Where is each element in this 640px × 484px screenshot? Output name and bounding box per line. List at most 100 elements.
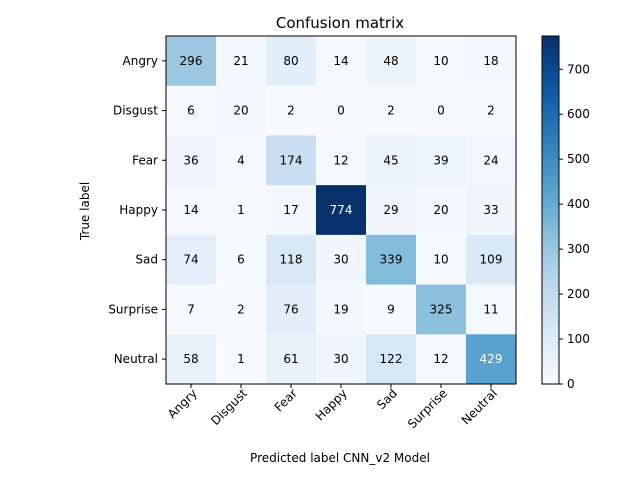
y-tick-label: Sad	[135, 253, 158, 267]
y-tick-label: Angry	[123, 54, 158, 68]
x-axis-label: Predicted label CNN_v2 Model	[250, 451, 430, 465]
colorbar-tick-label: 500	[567, 152, 590, 166]
heatmap-cell	[316, 85, 367, 136]
heatmap-cell	[266, 185, 317, 236]
heatmap-cell	[166, 334, 217, 385]
cell-value-label: 2	[387, 104, 395, 118]
heatmap-cell	[316, 234, 367, 286]
x-tick-label: Neutral	[459, 386, 500, 427]
y-tick-label: Happy	[119, 203, 158, 217]
cell-value-label: 10	[433, 253, 448, 267]
cell-value-label: 2	[237, 302, 245, 316]
cell-value-label: 20	[433, 203, 448, 217]
y-tick-label: Surprise	[108, 302, 158, 316]
cell-value-label: 774	[330, 203, 353, 217]
cell-value-label: 6	[187, 104, 195, 118]
cell-value-label: 2	[487, 104, 495, 118]
cell-value-label: 14	[333, 54, 348, 68]
heatmap-cell	[366, 135, 417, 186]
cell-value-label: 12	[433, 352, 448, 366]
heatmap-cell	[466, 85, 517, 136]
y-tick-label: Disgust	[113, 104, 158, 118]
heatmap-cell	[366, 284, 417, 335]
colorbar-tick-label: 100	[567, 332, 590, 346]
heatmap-cell	[316, 36, 367, 87]
cell-value-label: 80	[283, 54, 298, 68]
cell-value-label: 0	[337, 104, 345, 118]
x-axis-ticks: Angry Disgust Fear Happy Sad Surprise Neutral	[165, 384, 500, 431]
heatmap-cell	[216, 234, 267, 286]
colorbar-tick-label: 200	[567, 287, 590, 301]
cell-value-label: 24	[483, 153, 498, 167]
cell-value-label: 11	[483, 302, 498, 316]
heatmap-cell	[266, 284, 317, 335]
heatmap-cell	[366, 85, 417, 136]
heatmap-cell	[316, 334, 367, 385]
cell-value-label: 339	[380, 253, 403, 267]
cell-value-label: 9	[387, 302, 395, 316]
cell-value-label: 14	[183, 203, 198, 217]
heatmap-cell	[166, 185, 217, 236]
cell-value-label: 109	[480, 253, 503, 267]
cell-value-label: 29	[383, 203, 398, 217]
colorbar	[541, 35, 560, 385]
cell-value-label: 429	[480, 352, 503, 366]
heatmap-cell	[216, 135, 267, 186]
heatmap-cell	[366, 36, 417, 87]
cell-value-label: 296	[180, 54, 203, 68]
cell-value-label: 10	[433, 54, 448, 68]
heatmap-cell	[216, 284, 267, 335]
heatmap-cell	[166, 234, 217, 286]
cell-value-label: 122	[380, 352, 403, 366]
x-tick-label: Angry	[165, 386, 200, 421]
heatmap-cell	[166, 85, 217, 136]
heatmap-cell	[466, 36, 517, 87]
heatmap-cell	[266, 234, 317, 286]
x-tick-label: Happy	[313, 386, 350, 423]
cell-value-label: 76	[283, 302, 298, 316]
heatmap-cell	[316, 185, 367, 236]
heatmap-cell	[366, 185, 417, 236]
heatmap-cell	[316, 135, 367, 186]
cell-value-label: 17	[283, 203, 298, 217]
y-axis-label: True label	[78, 182, 92, 241]
heatmap-cell	[466, 334, 517, 385]
cell-value-label: 30	[333, 352, 348, 366]
cell-value-label: 19	[333, 302, 348, 316]
cell-value-label: 58	[183, 352, 198, 366]
cell-value-label: 1	[237, 352, 245, 366]
y-tick-label: Neutral	[114, 352, 158, 366]
cell-value-label: 33	[483, 203, 498, 217]
heatmap-cell	[266, 334, 317, 385]
heatmap-cell	[416, 284, 467, 335]
colorbar-tick-label: 600	[567, 107, 590, 121]
heatmap-cell	[216, 85, 267, 136]
cell-value-label: 2	[287, 104, 295, 118]
cell-value-label: 48	[383, 54, 398, 68]
cell-value-label: 21	[233, 54, 248, 68]
heatmap-cell	[366, 234, 417, 286]
heatmap-cell	[216, 185, 267, 236]
heatmap-cell	[466, 135, 517, 186]
x-tick-label: Disgust	[208, 386, 250, 428]
heatmap-cells	[166, 36, 517, 385]
x-tick-label: Sad	[374, 386, 400, 412]
cell-value-label: 30	[333, 253, 348, 267]
colorbar-tick-label: 400	[567, 197, 590, 211]
cell-value-label: 4	[237, 153, 245, 167]
cell-value-label: 45	[383, 153, 398, 167]
cell-value-label: 61	[283, 352, 298, 366]
cell-value-label: 6	[237, 253, 245, 267]
heatmap-cell	[166, 284, 217, 335]
y-tick-label: Fear	[132, 153, 158, 167]
colorbar-tick-label: 700	[567, 62, 590, 76]
cell-value-label: 12	[333, 153, 348, 167]
heatmap-cell	[266, 135, 317, 186]
heatmap-cell	[416, 234, 467, 286]
heatmap-cell	[416, 185, 467, 236]
heatmap-cell	[166, 135, 217, 186]
cell-value-label: 7	[187, 302, 195, 316]
heatmap-cell	[416, 334, 467, 385]
